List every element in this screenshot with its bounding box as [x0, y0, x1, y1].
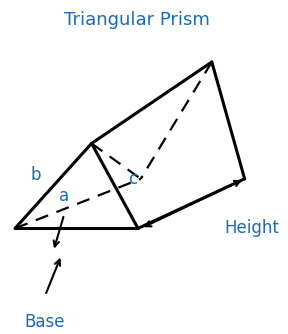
Text: b: b	[30, 166, 41, 184]
Text: Height: Height	[224, 219, 279, 237]
Text: Base: Base	[25, 313, 65, 331]
Text: a: a	[59, 187, 69, 205]
Text: Triangular Prism: Triangular Prism	[64, 11, 210, 29]
Text: c: c	[128, 170, 137, 188]
